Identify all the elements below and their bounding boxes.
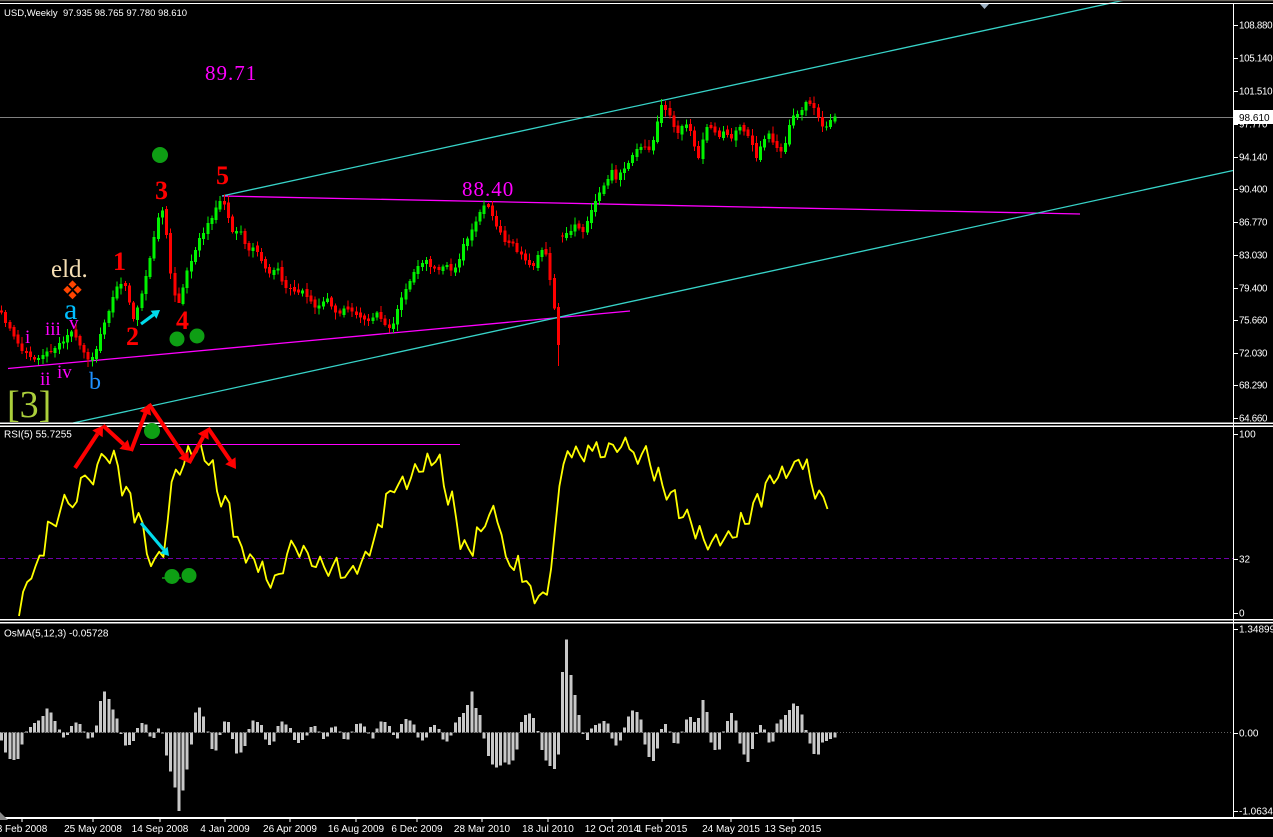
svg-text:79.400: 79.400 (1239, 284, 1268, 295)
svg-text:72.030: 72.030 (1239, 349, 1268, 360)
svg-text:26 Apr 2009: 26 Apr 2009 (263, 824, 317, 835)
svg-text:i: i (25, 327, 30, 348)
svg-text:12 Oct 2014: 12 Oct 2014 (585, 824, 640, 835)
svg-text:64.660: 64.660 (1239, 414, 1268, 425)
svg-text:13 Sep 2015: 13 Sep 2015 (765, 824, 822, 835)
svg-text:1.34899: 1.34899 (1239, 625, 1273, 636)
svg-text:32: 32 (1239, 555, 1251, 566)
svg-text:83.030: 83.030 (1239, 251, 1268, 262)
svg-text:0: 0 (1239, 609, 1245, 620)
svg-text:2: 2 (126, 322, 139, 351)
svg-text:0.00: 0.00 (1239, 729, 1259, 740)
svg-text:eld.: eld. (51, 256, 88, 283)
svg-text:14 Sep 2008: 14 Sep 2008 (132, 824, 189, 835)
svg-text:[3]: [3] (7, 384, 51, 426)
svg-text:90.400: 90.400 (1239, 185, 1268, 196)
svg-text:89.71: 89.71 (205, 61, 257, 85)
svg-text:18 Jul 2010: 18 Jul 2010 (522, 824, 574, 835)
svg-text:RSI(5) 55.7255: RSI(5) 55.7255 (4, 430, 72, 441)
svg-text:97.770: 97.770 (1239, 120, 1268, 131)
svg-text:24 May 2015: 24 May 2015 (702, 824, 760, 835)
svg-text:94.140: 94.140 (1239, 153, 1268, 164)
svg-text:3 Feb 2008: 3 Feb 2008 (0, 824, 48, 835)
svg-text:108.880: 108.880 (1239, 21, 1273, 32)
svg-text:105.140: 105.140 (1239, 54, 1273, 65)
svg-text:28 Mar 2010: 28 Mar 2010 (454, 824, 511, 835)
svg-text:USD,Weekly 97.935 98.765 97.7: USD,Weekly 97.935 98.765 97.780 98.610 (4, 8, 187, 19)
svg-text:b: b (89, 369, 101, 395)
svg-text:iv: iv (57, 362, 72, 383)
svg-text:1 Feb 2015: 1 Feb 2015 (637, 824, 688, 835)
svg-text:3: 3 (155, 176, 168, 205)
svg-text:98.610: 98.610 (1239, 113, 1270, 124)
svg-text:a: a (64, 293, 77, 326)
svg-text:4: 4 (176, 306, 189, 335)
svg-text:6 Dec 2009: 6 Dec 2009 (391, 824, 443, 835)
svg-text:75.660: 75.660 (1239, 316, 1268, 327)
svg-text:ii: ii (40, 369, 51, 390)
svg-text:OsMA(5,12,3) -0.05728: OsMA(5,12,3) -0.05728 (4, 629, 109, 640)
svg-text:101.510: 101.510 (1239, 87, 1273, 98)
svg-text:1: 1 (113, 247, 126, 276)
svg-text:88.40: 88.40 (462, 177, 514, 201)
svg-text:v: v (69, 313, 79, 334)
svg-text:100: 100 (1239, 430, 1256, 441)
svg-text:5: 5 (216, 161, 229, 190)
svg-text:25 May 2008: 25 May 2008 (64, 824, 122, 835)
svg-text:-1.06342: -1.06342 (1239, 807, 1273, 818)
svg-text:86.770: 86.770 (1239, 218, 1268, 229)
svg-text:16 Aug 2009: 16 Aug 2009 (328, 824, 385, 835)
svg-text:4 Jan 2009: 4 Jan 2009 (200, 824, 250, 835)
svg-text:iii: iii (45, 319, 61, 340)
svg-text:68.290: 68.290 (1239, 381, 1268, 392)
